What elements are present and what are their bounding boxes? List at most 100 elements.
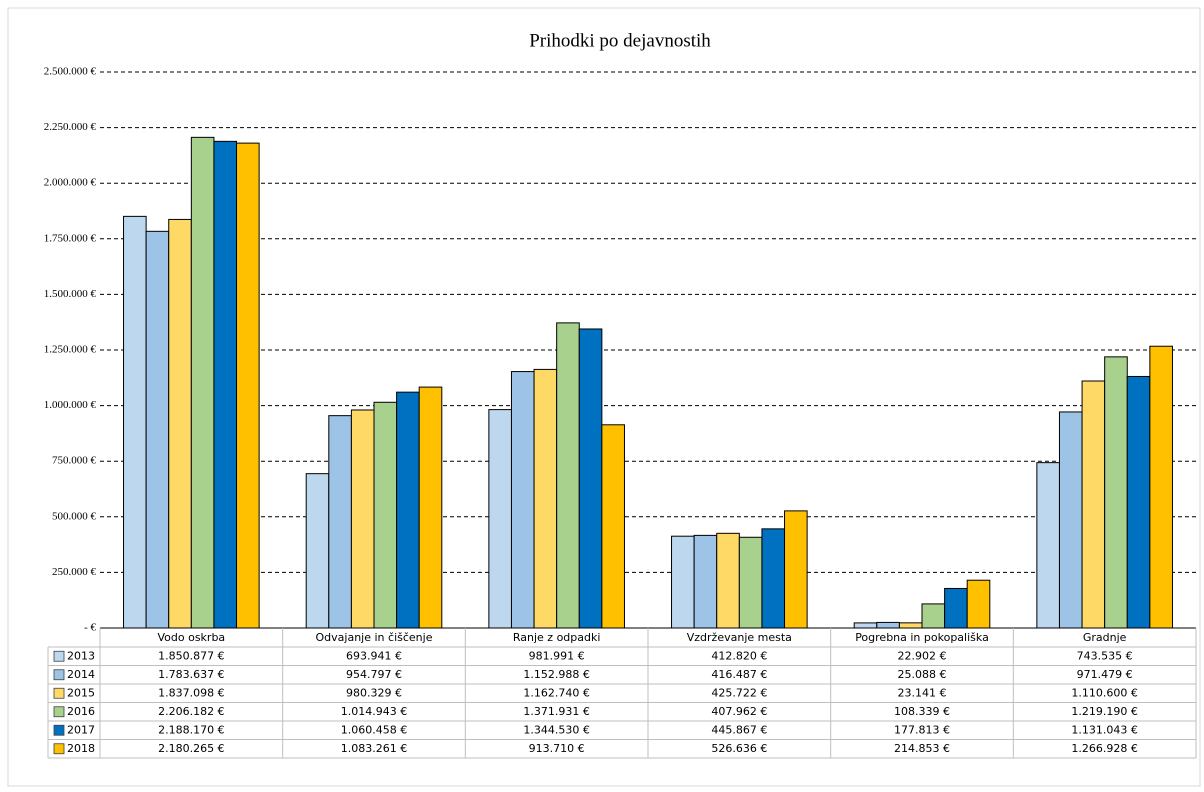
table-value: 743.535 € — [1077, 649, 1133, 662]
x-tick-label: Ranje z odpadki — [513, 631, 601, 644]
y-tick-label: 500.000 € — [52, 510, 97, 522]
bar — [510, 371, 535, 629]
bar — [944, 587, 968, 629]
bar — [738, 536, 763, 629]
bar — [716, 532, 740, 629]
bar — [1126, 375, 1151, 629]
bar — [396, 391, 420, 629]
bar — [213, 140, 238, 629]
bar — [190, 136, 215, 629]
legend-label: 2016 — [67, 705, 95, 718]
bar — [1058, 411, 1083, 629]
bar — [578, 328, 603, 629]
table-value: 177.813 € — [894, 723, 950, 736]
bar — [556, 322, 580, 629]
bar — [671, 535, 695, 629]
legend-swatch — [53, 687, 65, 699]
table-value: 1.266.928 € — [1071, 742, 1137, 755]
legend-label: 2014 — [67, 668, 95, 681]
table-value: 1.083.261 € — [341, 742, 407, 755]
bar — [305, 473, 330, 629]
table-value: 693.941 € — [346, 649, 402, 662]
bar — [373, 401, 398, 629]
bar — [145, 230, 170, 629]
table-value: 1.371.931 € — [523, 705, 589, 718]
bar — [784, 510, 808, 629]
bar — [693, 534, 718, 629]
table-value: 1.014.943 € — [341, 705, 407, 718]
bar — [876, 621, 900, 629]
bar — [761, 528, 786, 629]
chart-title: Prihodki po dejavnostih — [529, 30, 711, 51]
bar — [1149, 345, 1173, 629]
table-value: 1.837.098 € — [158, 686, 224, 699]
table-value: 1.152.988 € — [523, 668, 589, 681]
table-value: 1.162.740 € — [523, 686, 589, 699]
table-value: 913.710 € — [529, 742, 585, 755]
table-value: 1.060.458 € — [341, 723, 407, 736]
table-value: 981.991 € — [529, 649, 585, 662]
table-value: 416.487 € — [711, 668, 767, 681]
bar — [1104, 356, 1128, 629]
bar — [1036, 462, 1060, 629]
bar — [533, 368, 558, 629]
table-value: 980.329 € — [346, 686, 402, 699]
table-value: 971.479 € — [1077, 668, 1133, 681]
bar — [921, 603, 946, 629]
y-tick-label: 2.000.000 € — [44, 177, 97, 189]
table-value: 23.141 € — [898, 686, 947, 699]
table-value: 2.180.265 € — [158, 742, 224, 755]
legend-swatch — [53, 743, 65, 755]
x-tick-label: Gradnje — [1083, 631, 1127, 644]
y-tick-label: 2.250.000 € — [44, 121, 97, 133]
table-value: 445.867 € — [711, 723, 767, 736]
bar — [898, 622, 923, 629]
y-tick-label: 1.500.000 € — [44, 288, 97, 300]
table-value: 2.206.182 € — [158, 705, 224, 718]
table-value: 425.722 € — [711, 686, 767, 699]
y-tick-label: 1.750.000 € — [44, 232, 97, 244]
table-value: 1.110.600 € — [1071, 686, 1137, 699]
table-value: 214.853 € — [894, 742, 950, 755]
table-value: 1.131.043 € — [1071, 723, 1137, 736]
legend-label: 2017 — [67, 723, 95, 736]
legend-swatch — [53, 706, 65, 718]
y-tick-label: - € — [84, 622, 96, 634]
y-tick-label: 2.500.000 € — [44, 66, 97, 78]
legend-swatch — [53, 650, 65, 662]
bar — [601, 424, 625, 629]
table-value: 412.820 € — [711, 649, 767, 662]
bar — [966, 579, 991, 629]
table-value: 954.797 € — [346, 668, 402, 681]
y-tick-label: 1.250.000 € — [44, 344, 97, 356]
table-value: 1.850.877 € — [158, 649, 224, 662]
x-tick-label: Vodo oskrba — [157, 631, 225, 644]
x-tick-label: Pogrebna in pokopališka — [855, 631, 989, 644]
table-value: 1.344.530 € — [523, 723, 589, 736]
bar — [236, 142, 260, 629]
table-value: 2.188.170 € — [158, 723, 224, 736]
table-value: 108.339 € — [894, 705, 950, 718]
bar — [488, 409, 512, 629]
legend-label: 2018 — [67, 742, 95, 755]
table-value: 1.783.637 € — [158, 668, 224, 681]
legend-swatch — [53, 724, 65, 736]
bar — [1081, 380, 1106, 629]
x-tick-label: Vzdrževanje mesta — [687, 631, 792, 644]
legend-swatch — [53, 669, 65, 681]
x-tick-label: Odvajanje in čiščenje — [316, 631, 433, 644]
legend-label: 2015 — [67, 686, 95, 699]
table-value: 22.902 € — [898, 649, 947, 662]
table-value: 407.962 € — [711, 705, 767, 718]
bar — [853, 622, 878, 629]
bar — [168, 218, 192, 629]
legend-label: 2013 — [67, 649, 95, 662]
table-value: 25.088 € — [898, 668, 947, 681]
table-value: 526.636 € — [711, 742, 767, 755]
bar — [328, 415, 352, 629]
table-value: 1.219.190 € — [1071, 705, 1137, 718]
bar — [350, 409, 375, 629]
y-tick-label: 1.000.000 € — [44, 399, 97, 411]
y-tick-label: 250.000 € — [52, 566, 97, 578]
